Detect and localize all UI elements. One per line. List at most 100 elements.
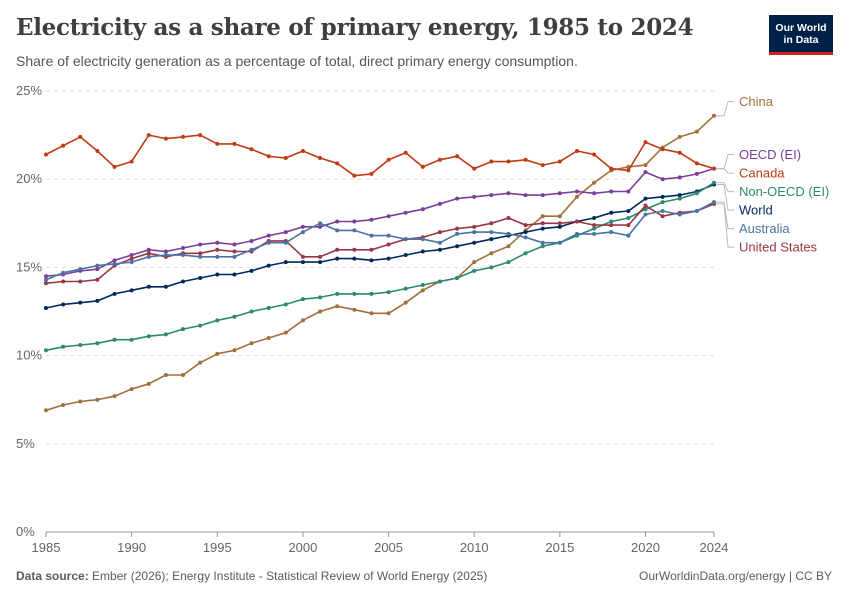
data-point-united-states xyxy=(232,249,237,254)
data-point-china xyxy=(146,381,151,386)
data-point-world xyxy=(455,244,460,249)
footer-url[interactable]: OurWorldinData.org/energy | CC BY xyxy=(639,569,832,583)
data-point-oecd-ei xyxy=(146,247,151,252)
data-point-australia xyxy=(437,240,442,245)
data-point-canada xyxy=(386,157,391,162)
series-line-non-oecd-ei xyxy=(45,182,715,352)
data-point-world xyxy=(592,216,597,221)
data-point-united-states xyxy=(352,247,357,252)
data-point-united-states xyxy=(215,247,220,252)
data-point-world xyxy=(472,240,477,245)
data-point-canada xyxy=(643,140,648,145)
data-point-non-oecd-ei xyxy=(44,348,48,353)
data-point-china xyxy=(78,399,83,404)
data-point-canada xyxy=(626,168,631,173)
data-point-united-states xyxy=(472,224,477,229)
data-point-australia xyxy=(300,230,305,235)
data-point-non-oecd-ei xyxy=(266,305,271,310)
data-point-non-oecd-ei xyxy=(437,279,442,284)
series-line-china xyxy=(45,115,715,412)
data-point-non-oecd-ei xyxy=(712,180,716,185)
data-point-non-oecd-ei xyxy=(146,334,151,339)
y-tick-label: 15% xyxy=(16,259,42,274)
data-point-canada xyxy=(523,157,528,162)
data-point-oecd-ei xyxy=(198,242,203,247)
data-point-canada xyxy=(61,143,66,148)
data-point-australia xyxy=(112,261,117,266)
data-point-australia xyxy=(283,240,288,245)
owid-logo[interactable]: Our World in Data xyxy=(769,15,833,55)
data-point-china xyxy=(574,194,579,199)
data-point-world xyxy=(44,305,48,310)
label-connector-oecd-ei xyxy=(716,154,734,170)
data-point-china xyxy=(335,304,340,309)
data-point-non-oecd-ei xyxy=(403,286,408,291)
data-point-oecd-ei xyxy=(129,253,134,258)
data-point-australia xyxy=(574,231,579,236)
data-point-oecd-ei xyxy=(232,242,237,247)
data-point-united-states xyxy=(369,247,374,252)
data-point-united-states xyxy=(574,219,579,224)
series-layer xyxy=(44,113,716,413)
data-point-world xyxy=(557,224,562,229)
data-point-china xyxy=(300,318,305,323)
y-tick-label: 5% xyxy=(16,436,35,451)
x-tick-label: 2010 xyxy=(460,540,489,555)
data-point-canada xyxy=(592,152,597,157)
data-point-australia xyxy=(335,228,340,233)
data-point-oecd-ei xyxy=(95,267,100,272)
data-point-world xyxy=(540,226,545,231)
series-line-united-states xyxy=(45,203,715,285)
data-point-united-states xyxy=(198,251,203,256)
data-point-canada xyxy=(112,164,117,169)
data-point-australia xyxy=(660,208,665,213)
data-point-united-states xyxy=(335,247,340,252)
data-point-oecd-ei xyxy=(472,194,477,199)
data-point-non-oecd-ei xyxy=(523,251,528,256)
data-point-non-oecd-ei xyxy=(249,309,254,314)
data-point-oecd-ei xyxy=(318,224,323,229)
data-point-united-states xyxy=(78,279,83,284)
data-point-china xyxy=(472,260,477,265)
data-point-china xyxy=(369,311,374,316)
data-point-world xyxy=(181,279,186,284)
data-point-china xyxy=(592,180,597,185)
data-point-oecd-ei xyxy=(249,238,254,243)
data-point-world xyxy=(318,260,323,265)
data-point-oecd-ei xyxy=(112,258,117,263)
data-point-world xyxy=(626,208,631,213)
data-point-non-oecd-ei xyxy=(163,332,168,337)
y-tick-label: 25% xyxy=(16,83,42,98)
data-point-canada xyxy=(489,159,494,164)
data-point-non-oecd-ei xyxy=(455,275,460,280)
data-point-oecd-ei xyxy=(163,249,168,254)
data-point-oecd-ei xyxy=(44,274,48,279)
data-point-canada xyxy=(455,154,460,159)
data-point-non-oecd-ei xyxy=(95,341,100,346)
y-tick-label: 10% xyxy=(16,348,42,363)
data-point-world xyxy=(61,302,66,307)
data-point-oecd-ei xyxy=(455,196,460,201)
data-point-australia xyxy=(472,230,477,235)
data-point-australia xyxy=(129,260,134,265)
data-point-non-oecd-ei xyxy=(677,196,682,201)
data-point-united-states xyxy=(455,226,460,231)
label-connector-canada xyxy=(716,168,734,174)
data-point-world xyxy=(266,263,271,268)
data-point-china xyxy=(420,288,425,293)
data-point-united-states xyxy=(300,254,305,259)
data-point-australia xyxy=(146,254,151,259)
data-point-world xyxy=(386,256,391,261)
data-point-australia xyxy=(61,270,66,275)
data-point-australia xyxy=(455,231,460,236)
series-line-world xyxy=(45,183,715,309)
data-point-united-states xyxy=(44,281,48,286)
x-axis-ticks: 1985 1990 1995 2000 2005 2010 2015 2020 2024 xyxy=(32,532,728,555)
data-point-china xyxy=(249,341,254,346)
data-point-united-states xyxy=(540,221,545,226)
data-point-non-oecd-ei xyxy=(215,318,220,323)
data-point-canada xyxy=(352,173,357,178)
line-chart: 0% 5% 10% 15% 20% 25% 1985 1990 1995 2000 2005 201… xyxy=(16,83,829,555)
data-point-oecd-ei xyxy=(437,201,442,206)
data-point-china xyxy=(112,394,117,399)
